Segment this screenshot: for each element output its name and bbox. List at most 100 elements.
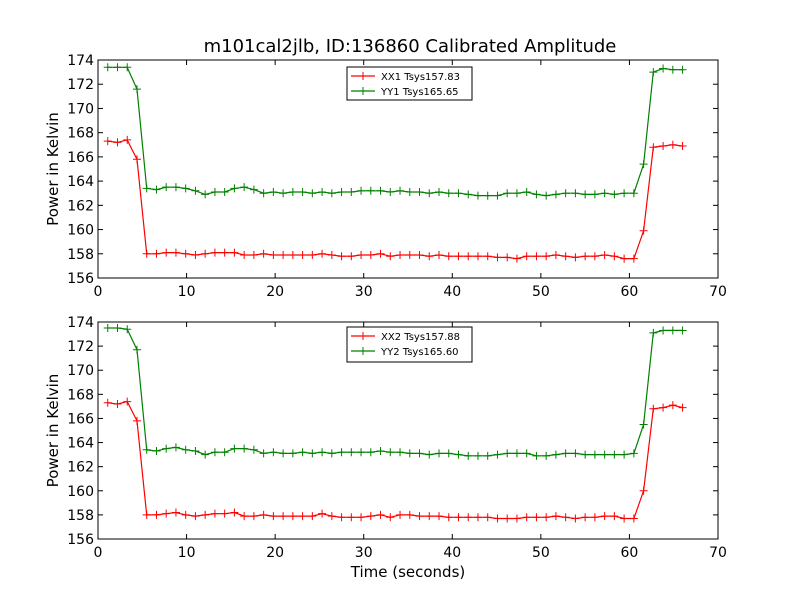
data-point bbox=[347, 448, 356, 457]
data-point bbox=[659, 326, 668, 335]
data-point bbox=[103, 137, 112, 146]
data-point bbox=[269, 448, 278, 457]
data-point bbox=[678, 326, 687, 335]
data-point bbox=[668, 140, 677, 149]
data-point bbox=[444, 513, 453, 522]
series-yy bbox=[103, 63, 687, 200]
data-point bbox=[288, 188, 297, 197]
data-point bbox=[123, 397, 132, 406]
data-point bbox=[181, 445, 190, 454]
data-point bbox=[629, 254, 638, 263]
data-point bbox=[454, 513, 463, 522]
data-point bbox=[542, 451, 551, 460]
data-point bbox=[415, 512, 424, 521]
data-point bbox=[571, 449, 580, 458]
data-point bbox=[503, 449, 512, 458]
y-tick-label: 156 bbox=[67, 271, 94, 287]
data-point bbox=[132, 155, 141, 164]
data-point bbox=[532, 451, 541, 460]
data-point bbox=[210, 248, 219, 257]
data-point bbox=[522, 449, 531, 458]
data-point bbox=[668, 326, 677, 335]
data-point bbox=[396, 510, 405, 519]
data-point bbox=[649, 328, 658, 337]
legend-label: XX1 Tsys157.83 bbox=[381, 72, 460, 83]
data-point bbox=[444, 449, 453, 458]
data-point bbox=[464, 190, 473, 199]
data-point bbox=[259, 189, 268, 198]
data-point bbox=[629, 514, 638, 523]
data-point bbox=[503, 189, 512, 198]
data-point bbox=[668, 65, 677, 74]
data-point bbox=[308, 189, 317, 198]
data-point bbox=[493, 191, 502, 200]
data-point bbox=[581, 252, 590, 261]
data-point bbox=[318, 188, 327, 197]
data-point bbox=[113, 324, 122, 333]
data-point bbox=[473, 513, 482, 522]
data-point bbox=[376, 249, 385, 258]
data-point bbox=[473, 191, 482, 200]
data-point bbox=[512, 514, 521, 523]
data-point bbox=[610, 450, 619, 459]
x-tick-label: 70 bbox=[709, 545, 727, 561]
data-point bbox=[542, 513, 551, 522]
data-point bbox=[649, 143, 658, 152]
chart-title: m101cal2jlb, ID:136860 Calibrated Amplit… bbox=[204, 36, 617, 57]
data-point bbox=[668, 401, 677, 410]
data-point bbox=[454, 450, 463, 459]
data-point bbox=[396, 250, 405, 259]
data-point bbox=[551, 250, 560, 259]
data-point bbox=[551, 512, 560, 521]
data-point bbox=[191, 250, 200, 259]
data-point bbox=[415, 250, 424, 259]
data-point bbox=[571, 253, 580, 262]
chart-panels: 0 10 20 30 40 50 60 70 156 158 160 162 164 166 168 170 1… bbox=[44, 53, 727, 581]
data-point bbox=[659, 141, 668, 150]
y-tick-label: 158 bbox=[67, 247, 94, 263]
data-point bbox=[600, 512, 609, 521]
data-point bbox=[493, 450, 502, 459]
y-tick-label: 174 bbox=[67, 315, 94, 331]
data-point bbox=[210, 188, 219, 197]
data-point bbox=[649, 404, 658, 413]
data-point bbox=[240, 444, 249, 453]
data-point bbox=[249, 445, 258, 454]
data-point bbox=[201, 450, 210, 459]
data-point bbox=[171, 183, 180, 192]
data-point bbox=[581, 513, 590, 522]
data-point bbox=[327, 250, 336, 259]
data-point bbox=[279, 250, 288, 259]
data-point bbox=[152, 249, 161, 258]
y-tick-label: 164 bbox=[67, 436, 94, 452]
x-tick-label: 10 bbox=[178, 284, 196, 300]
data-point bbox=[132, 416, 141, 425]
y-tick-label: 164 bbox=[67, 174, 94, 190]
data-point bbox=[522, 513, 531, 522]
data-point bbox=[230, 184, 239, 193]
data-point bbox=[249, 250, 258, 259]
y-tick-label: 170 bbox=[67, 101, 94, 117]
y-tick-label: 162 bbox=[67, 460, 94, 476]
data-point bbox=[542, 252, 551, 261]
data-point bbox=[240, 183, 249, 192]
panel-2: 0 10 20 30 40 50 60 70 156 158 160 162 164 166 168 170 1… bbox=[44, 315, 727, 581]
data-point bbox=[561, 189, 570, 198]
data-point bbox=[464, 451, 473, 460]
data-point bbox=[308, 250, 317, 259]
legend: XX1 Tsys157.83 YY1 Tsys165.65 bbox=[346, 66, 473, 101]
data-point bbox=[230, 248, 239, 257]
data-point bbox=[132, 85, 141, 94]
data-point bbox=[483, 513, 492, 522]
data-point bbox=[415, 449, 424, 458]
y-tick-label: 168 bbox=[67, 387, 94, 403]
y-tick-label: 172 bbox=[67, 77, 94, 93]
data-point bbox=[152, 510, 161, 519]
legend-marker bbox=[359, 87, 367, 95]
legend-box bbox=[346, 326, 473, 363]
x-tick-label: 50 bbox=[532, 284, 550, 300]
data-point bbox=[113, 399, 122, 408]
data-point bbox=[132, 345, 141, 354]
data-point bbox=[269, 250, 278, 259]
legend-marker bbox=[359, 72, 367, 80]
